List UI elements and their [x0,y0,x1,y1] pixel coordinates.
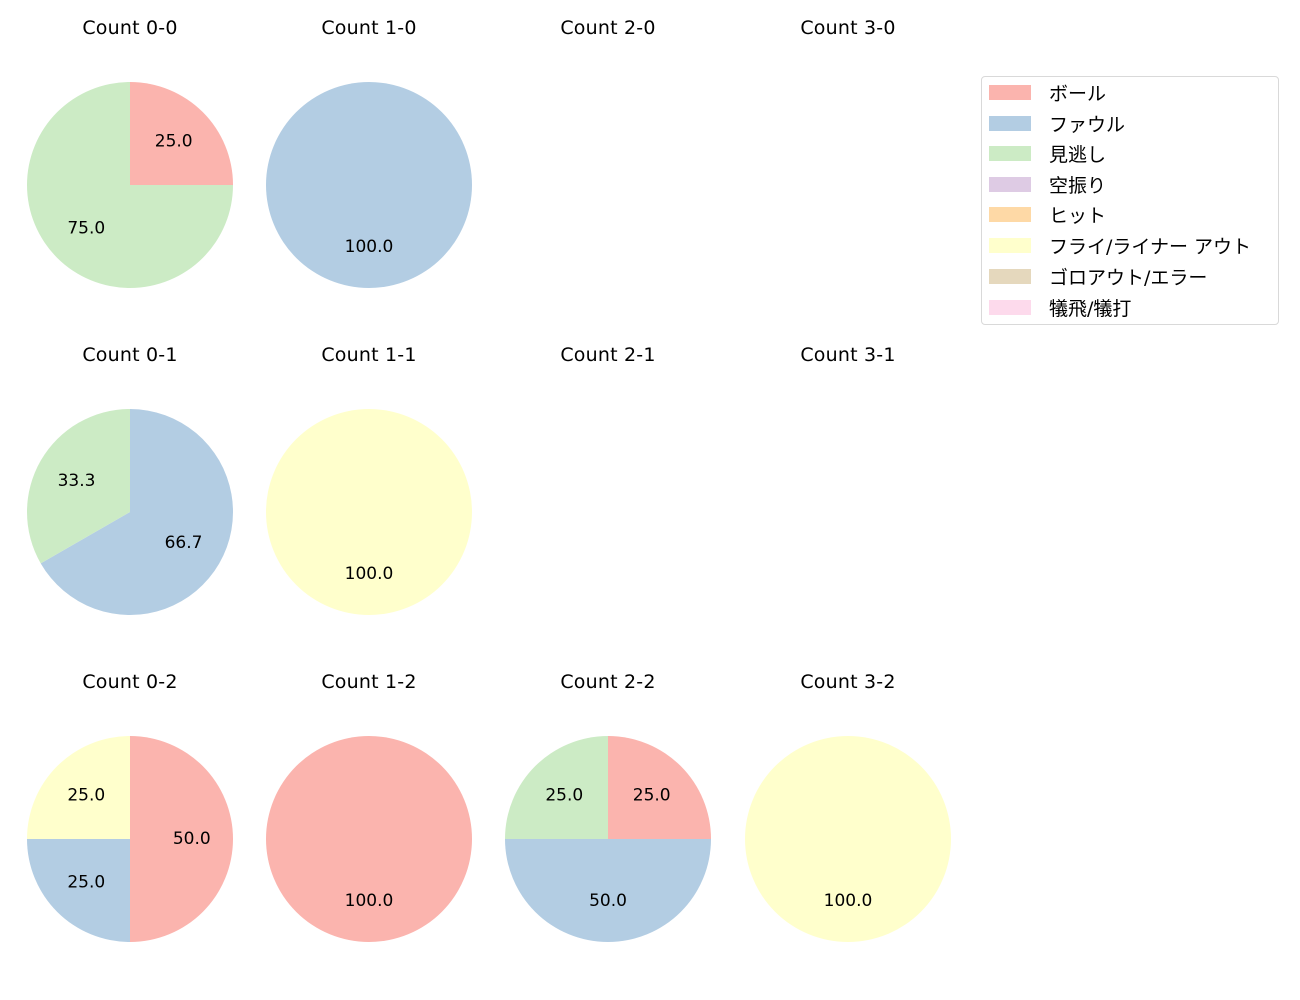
legend-item-ball: ボール [989,80,1107,105]
pie-panel-count-3-2: Count 3-2 100.0 [728,654,968,974]
pie-slice-foul [27,839,130,942]
pie-slice-label: 50.0 [589,891,627,911]
pie-chart: 100.0 [266,82,472,288]
legend-label: 見逃し [1049,143,1107,166]
pie-title: Count 2-1 [560,344,656,366]
legend-swatch-sacrifice [989,299,1031,315]
legend-label: ファウル [1049,113,1126,136]
pie-chart: 50.0 25.0 25.0 [27,736,233,942]
pie-panel-count-1-1: Count 1-1 100.0 [249,327,489,647]
legend-item-ground-out-error: ゴロアウト/エラー [989,264,1208,289]
pie-title: Count 0-2 [82,671,178,693]
pie-slice-foul [40,409,234,615]
pie-slice-label: 50.0 [173,829,211,849]
pie-panel-count-0-2: Count 0-2 50.0 25.0 25.0 [10,654,250,974]
pie-slice-label: 66.7 [165,533,203,553]
pie-chart [488,0,728,320]
pie-slice-label: 25.0 [545,785,583,805]
legend-label: 犠飛/犠打 [1049,297,1132,320]
legend-item-swinging: 空振り [989,172,1107,197]
pie-slice-looking [27,409,131,564]
pie-slice-label: 25.0 [67,873,105,893]
pie-title: Count 2-0 [560,17,656,39]
pie-title: Count 1-2 [321,671,417,693]
pie-chart [728,327,968,647]
legend-swatch-ball [989,84,1031,100]
pie-slice-label: 25.0 [155,131,193,151]
pie-slice-fly-liner-out [27,736,130,839]
legend-swatch-looking [989,145,1031,161]
pie-slice-label: 100.0 [345,564,394,584]
legend-swatch-hit [989,206,1031,222]
pie-title: Count 3-2 [800,671,896,693]
legend-item-hit: ヒット [989,202,1107,227]
pie-slice-fly-liner-out [745,736,951,942]
pie-panel-count-0-0: Count 0-0 25.0 75.0 [10,0,250,320]
pie-panel-count-1-2: Count 1-2 100.0 [249,654,489,974]
pie-slice-looking [505,736,608,839]
pie-chart: 66.7 33.3 [27,409,234,615]
pie-title: Count 2-2 [560,671,656,693]
legend-item-sacrifice: 犠飛/犠打 [989,295,1132,320]
legend-swatch-ground-out-error [989,268,1031,284]
pie-slice-label: 75.0 [67,219,105,239]
legend-swatch-foul [989,115,1031,131]
pie-panel-count-2-1: Count 2-1 [488,327,728,647]
legend-item-foul: ファウル [989,111,1126,136]
pie-panel-count-2-0: Count 2-0 [488,0,728,320]
pie-slice-looking [27,82,233,288]
pie-slice-label: 25.0 [633,785,671,805]
pie-panel-count-3-1: Count 3-1 [728,327,968,647]
pie-slice-label: 25.0 [67,785,105,805]
legend-item-fly-liner-out: フライ/ライナー アウト [989,233,1252,258]
pie-slice-label: 100.0 [824,891,873,911]
pie-title: Count 3-0 [800,17,896,39]
legend-label: 空振り [1049,174,1107,197]
pie-title: Count 1-1 [321,344,417,366]
pie-slice-label: 100.0 [345,891,394,911]
pie-title: Count 3-1 [800,344,896,366]
legend-label: ボール [1049,82,1107,105]
legend-label: ヒット [1049,204,1107,227]
pie-slice-ball [130,82,233,185]
legend: ボール ファウル 見逃し 空振り ヒット フライ/ライナー アウト ゴロアウト/… [981,76,1279,325]
pie-panel-count-1-0: Count 1-0 100.0 [249,0,489,320]
pie-title: Count 0-0 [82,17,178,39]
pie-chart: 25.0 50.0 25.0 [505,736,711,942]
pie-chart [728,0,968,320]
pie-chart: 100.0 [266,409,472,615]
legend-swatch-fly-liner-out [989,237,1031,253]
legend-swatch-swinging [989,176,1031,192]
legend-label: フライ/ライナー アウト [1049,235,1252,258]
legend-label: ゴロアウト/エラー [1049,266,1208,289]
pie-slice-ball [266,736,472,942]
pie-panel-count-0-1: Count 0-1 66.7 33.3 [10,327,250,647]
pie-title: Count 1-0 [321,17,417,39]
pie-slice-label: 100.0 [345,237,394,257]
pie-panel-count-3-0: Count 3-0 [728,0,968,320]
pie-slice-foul [266,82,472,288]
pie-slice-ball [130,736,233,942]
pie-slice-foul [505,839,711,942]
pie-slice-ball [608,736,711,839]
pie-panel-count-2-2: Count 2-2 25.0 50.0 25.0 [488,654,728,974]
pie-chart [488,327,728,647]
legend-item-looking: 見逃し [989,141,1107,166]
pie-slice-fly-liner-out [266,409,472,615]
pie-chart: 100.0 [745,736,951,942]
pie-title: Count 0-1 [82,344,178,366]
pie-slice-label: 33.3 [58,471,96,491]
pie-chart: 100.0 [266,736,472,942]
pie-chart: 25.0 75.0 [27,82,233,288]
